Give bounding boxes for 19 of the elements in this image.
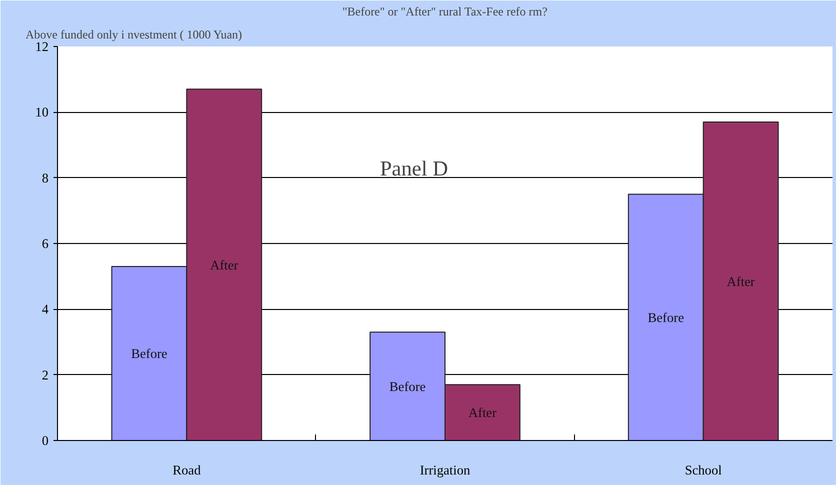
y-tick-label: 2 xyxy=(42,367,49,382)
annotation: Panel D xyxy=(380,156,448,180)
text: After xyxy=(210,257,238,272)
text: After xyxy=(726,274,755,289)
text: Before xyxy=(648,310,684,325)
y-tick-label: 6 xyxy=(42,236,49,251)
y-tick-label: 8 xyxy=(42,170,49,186)
y-axis-title: Above funded only i nvestment ( 1000 Yuan) xyxy=(26,28,242,42)
series-label: Before xyxy=(131,346,168,361)
chart-title: "Before" or "After" rural Tax-Fee refo rm? xyxy=(342,4,548,18)
x-tick-label: Road xyxy=(172,462,202,478)
y-tick-label: 10 xyxy=(35,104,49,120)
x-tick-label: School xyxy=(684,462,722,478)
series-label: After xyxy=(468,405,498,420)
y-tick-label: 12 xyxy=(35,39,48,54)
x-tick-label: Irrigation xyxy=(420,462,470,478)
y-tick-label: 4 xyxy=(42,302,49,317)
text: Before xyxy=(389,378,426,394)
y-tick-label: 0 xyxy=(42,433,49,448)
